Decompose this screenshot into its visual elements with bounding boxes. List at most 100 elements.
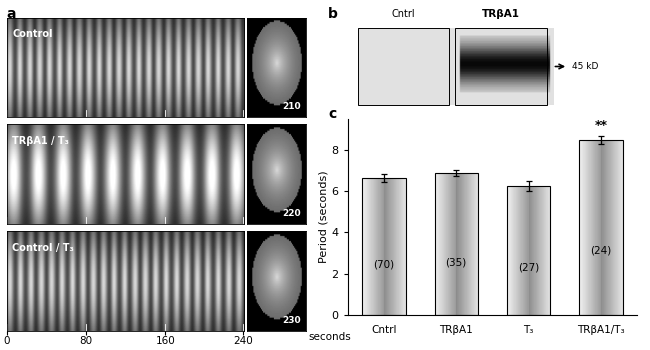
Text: a: a bbox=[6, 7, 16, 21]
Bar bbox=[391, 178, 392, 315]
Bar bbox=[447, 173, 448, 315]
Bar bbox=[507, 186, 550, 315]
Bar bbox=[467, 173, 468, 315]
Bar bbox=[611, 140, 612, 315]
Bar bbox=[579, 140, 623, 315]
Bar bbox=[620, 140, 621, 315]
Bar bbox=[530, 186, 531, 315]
Bar bbox=[618, 140, 619, 315]
Bar bbox=[532, 186, 533, 315]
Bar bbox=[435, 173, 436, 315]
Bar bbox=[469, 173, 470, 315]
Bar bbox=[358, 28, 449, 105]
Bar bbox=[608, 140, 609, 315]
Bar bbox=[405, 178, 406, 315]
Bar bbox=[534, 186, 535, 315]
Bar bbox=[451, 173, 452, 315]
Bar bbox=[529, 186, 530, 315]
Bar bbox=[362, 178, 363, 315]
Bar bbox=[370, 178, 371, 315]
Bar bbox=[507, 186, 508, 315]
Bar bbox=[397, 178, 398, 315]
Bar bbox=[604, 140, 605, 315]
Bar bbox=[527, 186, 528, 315]
Bar bbox=[583, 140, 584, 315]
Bar bbox=[398, 178, 399, 315]
Bar bbox=[617, 140, 618, 315]
Bar bbox=[619, 140, 620, 315]
Bar bbox=[434, 173, 436, 315]
Bar bbox=[467, 173, 468, 315]
Bar bbox=[474, 173, 475, 315]
Bar bbox=[538, 186, 539, 315]
Bar bbox=[613, 140, 614, 315]
Bar bbox=[465, 173, 466, 315]
Bar bbox=[382, 178, 383, 315]
Bar bbox=[594, 140, 595, 315]
Bar bbox=[464, 173, 465, 315]
Bar bbox=[514, 186, 515, 315]
Bar bbox=[454, 173, 455, 315]
Bar bbox=[458, 173, 459, 315]
Bar bbox=[378, 178, 379, 315]
Bar bbox=[508, 186, 509, 315]
Bar bbox=[366, 178, 367, 315]
Bar bbox=[379, 178, 380, 315]
Bar bbox=[596, 140, 597, 315]
Bar bbox=[473, 173, 474, 315]
Bar bbox=[463, 173, 464, 315]
Bar bbox=[453, 173, 454, 315]
Bar bbox=[584, 140, 585, 315]
Bar bbox=[384, 178, 385, 315]
Text: Control: Control bbox=[12, 29, 53, 40]
Bar bbox=[539, 186, 540, 315]
Bar bbox=[452, 173, 453, 315]
Bar bbox=[392, 178, 393, 315]
Bar bbox=[520, 186, 521, 315]
Bar bbox=[545, 186, 546, 315]
Bar bbox=[381, 178, 382, 315]
Bar bbox=[524, 186, 525, 315]
Bar bbox=[455, 28, 547, 105]
Bar bbox=[540, 186, 541, 315]
Bar bbox=[609, 140, 610, 315]
Bar bbox=[445, 173, 446, 315]
Bar bbox=[546, 186, 547, 315]
Bar bbox=[477, 173, 478, 315]
Text: TRβA1 / T₃: TRβA1 / T₃ bbox=[12, 136, 70, 146]
Bar bbox=[456, 173, 457, 315]
Bar bbox=[388, 178, 389, 315]
Bar bbox=[400, 178, 402, 315]
Bar bbox=[607, 140, 608, 315]
Bar bbox=[527, 186, 528, 315]
Bar bbox=[600, 140, 601, 315]
Bar bbox=[472, 173, 473, 315]
Bar bbox=[610, 140, 611, 315]
Bar bbox=[462, 173, 463, 315]
Bar bbox=[579, 140, 580, 315]
Bar bbox=[524, 186, 525, 315]
Text: c: c bbox=[328, 107, 337, 121]
Bar bbox=[443, 173, 444, 315]
Bar bbox=[541, 186, 542, 315]
Bar bbox=[374, 178, 375, 315]
Text: (70): (70) bbox=[373, 259, 395, 269]
Bar bbox=[395, 178, 396, 315]
Bar bbox=[510, 186, 511, 315]
Bar bbox=[621, 140, 622, 315]
Bar bbox=[518, 186, 519, 315]
Bar bbox=[620, 140, 621, 315]
Text: Control / T₃: Control / T₃ bbox=[12, 243, 74, 253]
Text: seconds: seconds bbox=[309, 332, 352, 343]
Bar bbox=[622, 140, 623, 315]
Text: 230: 230 bbox=[282, 316, 301, 325]
Bar bbox=[610, 140, 611, 315]
Bar bbox=[616, 140, 617, 315]
Bar bbox=[475, 173, 476, 315]
Bar bbox=[515, 186, 516, 315]
Bar bbox=[385, 178, 386, 315]
Bar bbox=[455, 173, 456, 315]
Bar bbox=[471, 173, 472, 315]
Bar bbox=[615, 140, 616, 315]
Bar bbox=[374, 178, 375, 315]
